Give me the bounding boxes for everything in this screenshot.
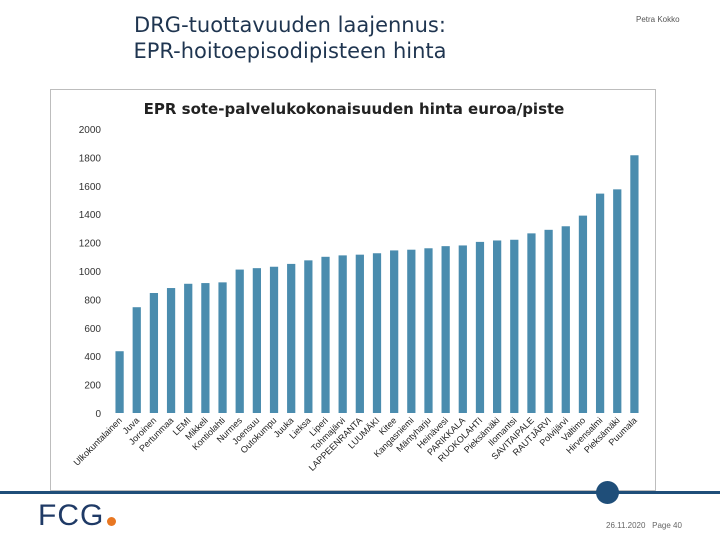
y-tick-label: 1800 (79, 153, 102, 164)
bar (424, 248, 433, 413)
bar (390, 250, 399, 413)
bar (321, 256, 330, 413)
bars-group (115, 155, 639, 413)
bar (544, 229, 553, 413)
y-axis: 0 200 400 600 800 1000 1200 1400 1600 1800 2000 (79, 125, 102, 420)
bar (493, 240, 502, 413)
bar (115, 351, 124, 413)
bar (218, 282, 227, 413)
bar (407, 249, 416, 413)
footer: 26.11.2020 Page 40 (606, 521, 682, 530)
bar (166, 288, 176, 413)
bar (372, 253, 382, 413)
bar (149, 293, 159, 413)
bar (475, 241, 485, 413)
footer-page: Page 40 (652, 521, 682, 530)
y-tick-label: 1200 (79, 239, 102, 250)
chart-title: EPR sote-palvelukokonaisuuden hinta euro… (144, 100, 565, 118)
decorative-dot (596, 481, 619, 504)
logo-text: FCG (38, 499, 105, 532)
y-tick-label: 400 (84, 352, 101, 363)
bar (595, 193, 605, 413)
y-tick-label: 1000 (79, 267, 102, 278)
bar (338, 255, 347, 413)
bar (355, 254, 364, 413)
bar (527, 233, 536, 413)
bar-chart: EPR sote-palvelukokonaisuuden hinta euro… (72, 100, 639, 473)
bar (201, 283, 210, 413)
bar (613, 189, 622, 413)
author-name: Petra Kokko (636, 15, 680, 24)
y-tick-label: 0 (95, 409, 101, 420)
logo-dot-icon (107, 516, 117, 526)
bar (287, 263, 296, 413)
bar (184, 283, 193, 413)
footer-date: 26.11.2020 (606, 521, 646, 530)
y-tick-label: 2000 (79, 125, 102, 136)
bar (630, 155, 639, 413)
bar (441, 246, 450, 413)
bar (235, 269, 244, 413)
y-tick-label: 200 (84, 381, 101, 392)
bar (458, 245, 467, 413)
y-tick-label: 800 (84, 295, 101, 306)
x-axis-labels: UlkokuntalainenJuvaJoroinenPertunmaaLEMI… (72, 415, 639, 473)
bar (510, 239, 519, 413)
bar (578, 215, 588, 413)
bar (132, 307, 141, 413)
bar (561, 226, 570, 413)
x-tick-label: Ulkokuntalainen (72, 415, 124, 467)
bar (304, 260, 313, 413)
slide-title: DRG-tuottavuuden laajennus: EPR-hoitoepi… (133, 13, 447, 63)
y-tick-label: 600 (84, 324, 101, 335)
y-tick-label: 1600 (79, 182, 102, 193)
bottom-rule (0, 491, 720, 494)
fcg-logo: FCG (38, 499, 117, 532)
chart-container: EPR sote-palvelukokonaisuuden hinta euro… (50, 89, 656, 491)
y-tick-label: 1400 (79, 210, 102, 221)
bar (269, 266, 279, 413)
bar (252, 268, 261, 413)
